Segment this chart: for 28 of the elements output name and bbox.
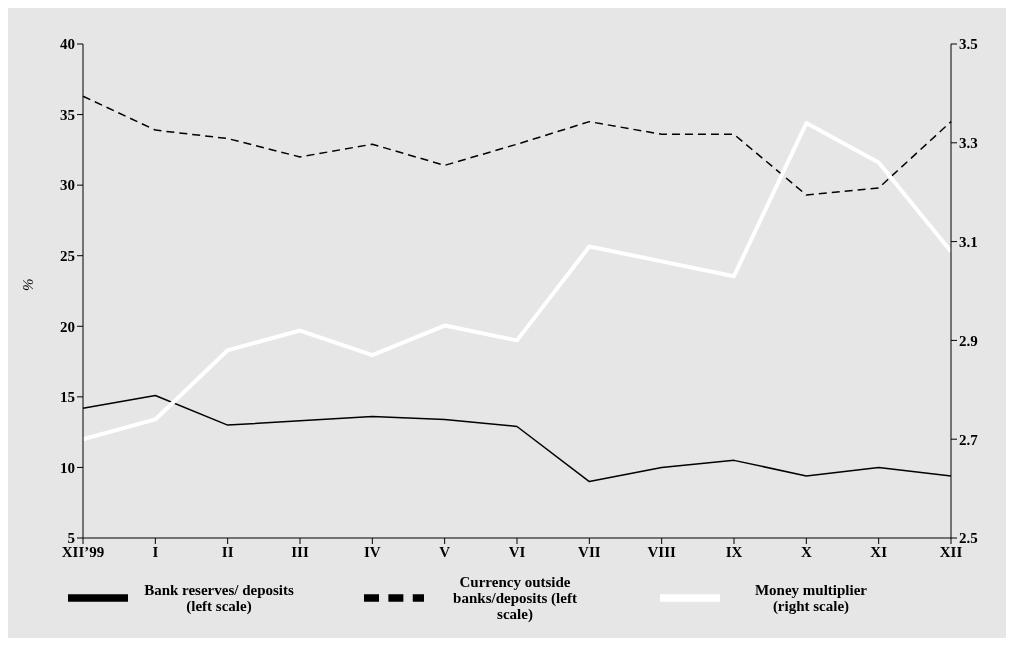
y-tick-label: 15 <box>60 389 75 406</box>
y-tick-label: 30 <box>60 177 75 194</box>
x-tick-label: III <box>291 543 309 560</box>
x-tick-label: II <box>221 543 234 560</box>
y-axis-title: % <box>20 278 37 291</box>
x-tick-label: I <box>152 543 159 560</box>
x-tick-label: V <box>439 543 451 560</box>
x-tick-label: VIII <box>647 543 676 560</box>
y2-tick-label: 3.1 <box>959 233 978 250</box>
line-series <box>81 121 953 442</box>
x-tick-label: X <box>800 543 812 560</box>
y-tick-label: 10 <box>60 459 75 476</box>
y-tick-label: 25 <box>60 248 75 265</box>
x-tick-label: IV <box>364 543 381 560</box>
x-tick-label: XI <box>870 543 888 560</box>
y-tick-label: 40 <box>60 36 75 53</box>
y-tick-label: 35 <box>60 106 75 123</box>
y2-tick-label: 2.7 <box>959 431 979 448</box>
y2-tick-label: 2.9 <box>959 332 978 349</box>
legend-label: Bank reserves/ deposits (left scale) <box>144 582 294 614</box>
x-tick-label: VII <box>578 543 601 560</box>
x-tick-label: IX <box>725 543 743 560</box>
x-tick-label: VI <box>508 543 526 560</box>
y2-tick-label: 3.5 <box>959 36 978 53</box>
legend-label: Currency outside banks/deposits (left scale) <box>452 574 578 622</box>
y-tick-label: 20 <box>60 318 75 335</box>
y2-tick-label: 3.3 <box>959 135 978 152</box>
legend-label: Money multiplier (right scale) <box>753 582 869 614</box>
